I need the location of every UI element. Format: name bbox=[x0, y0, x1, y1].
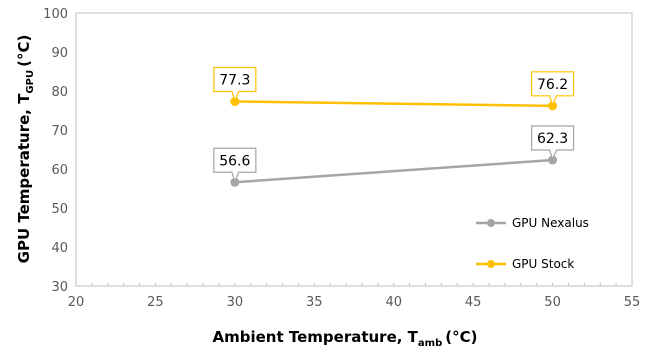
data-label: 77.3 bbox=[219, 73, 250, 89]
data-callout bbox=[530, 125, 575, 161]
series-line bbox=[234, 100, 553, 108]
data-label: 56.6 bbox=[219, 153, 250, 169]
legend-marker bbox=[487, 219, 495, 227]
legend: GPU Nexalus GPU Stock bbox=[476, 216, 589, 271]
series-line bbox=[234, 158, 553, 184]
x-tick-label: 55 bbox=[624, 295, 641, 310]
x-tick-label: 45 bbox=[465, 295, 482, 310]
y-tick-label: 100 bbox=[43, 7, 68, 22]
y-tick-label: 70 bbox=[51, 124, 68, 139]
x-tick-label: 40 bbox=[385, 295, 402, 310]
y-tick-label: 60 bbox=[51, 163, 68, 178]
y-tick-label: 30 bbox=[51, 280, 68, 295]
data-callout bbox=[213, 66, 257, 103]
data-label: 76.2 bbox=[537, 77, 568, 93]
x-tick-label: 50 bbox=[544, 295, 561, 310]
y-tick-label: 80 bbox=[51, 85, 68, 100]
y-axis-title: GPU Temperature, TGPU(°C) bbox=[15, 35, 36, 264]
legend-marker bbox=[487, 260, 495, 268]
data-callout bbox=[213, 147, 257, 183]
legend-label: GPU Stock bbox=[512, 257, 574, 271]
data-label: 62.3 bbox=[537, 131, 568, 147]
data-labels: 56.6 62.3 77.3 76.2 bbox=[213, 66, 575, 183]
x-tick-label: 35 bbox=[306, 295, 323, 310]
axes: 30 40 50 60 70 80 90 100 20 25 30 35 40 45 50 55 bbox=[43, 7, 640, 310]
x-tick-label: 25 bbox=[147, 295, 164, 310]
y-tick-label: 50 bbox=[51, 202, 68, 217]
y-tick-label: 90 bbox=[51, 46, 68, 61]
y-tick-label: 40 bbox=[51, 241, 68, 256]
legend-label: GPU Nexalus bbox=[512, 216, 589, 230]
data-callout bbox=[530, 71, 575, 107]
x-tick-label: 20 bbox=[68, 295, 85, 310]
x-tick-label: 30 bbox=[227, 295, 244, 310]
x-axis-title: Ambient Temperature, Tamb (°C) bbox=[213, 328, 478, 349]
